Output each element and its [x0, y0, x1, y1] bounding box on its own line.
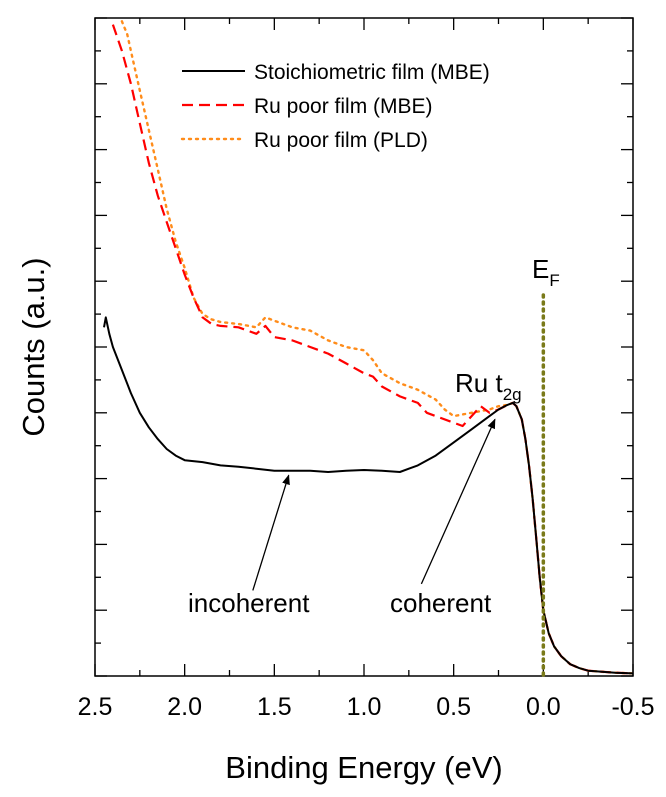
legend-label-ru-poor-mbe: Ru poor film (MBE): [254, 95, 433, 118]
coherent-arrow: [420, 418, 496, 585]
x-tick-label: -0.5: [611, 693, 654, 721]
x-tick-label: 2.0: [167, 693, 202, 721]
legend: Stoichiometric film (MBE) Ru poor film (…: [180, 61, 490, 152]
series-layer: [103, 20, 635, 675]
axis-ticks: [94, 17, 634, 677]
x-tick-labels: 2.5 2.0 1.5 1.0 0.5 0.0 -0.5: [78, 693, 655, 721]
series-line-ru-poor-pld: [120, 20, 635, 675]
incoherent-arrow: [252, 474, 290, 591]
legend-label-ru-poor-pld: Ru poor film (PLD): [254, 129, 428, 152]
x-tick-label: 0.0: [526, 693, 561, 721]
fermi-level-label: EF: [532, 254, 560, 290]
x-tick-label: 2.5: [78, 693, 113, 721]
series-line-stoichiometric: [103, 316, 634, 675]
ru-t2g-peak-label: Ru t2g: [455, 368, 522, 404]
coherent-label: coherent: [390, 588, 492, 618]
incoherent-label: incoherent: [188, 588, 310, 618]
x-tick-label: 0.5: [436, 693, 471, 721]
x-axis-title: Binding Energy (eV): [225, 750, 502, 785]
x-tick-label: 1.0: [347, 693, 382, 721]
legend-label-stoichiometric: Stoichiometric film (MBE): [254, 61, 490, 84]
series-line-ru-poor-mbe: [111, 24, 634, 675]
x-tick-label: 1.5: [257, 693, 292, 721]
y-axis-title: Counts (a.u.): [16, 257, 51, 436]
